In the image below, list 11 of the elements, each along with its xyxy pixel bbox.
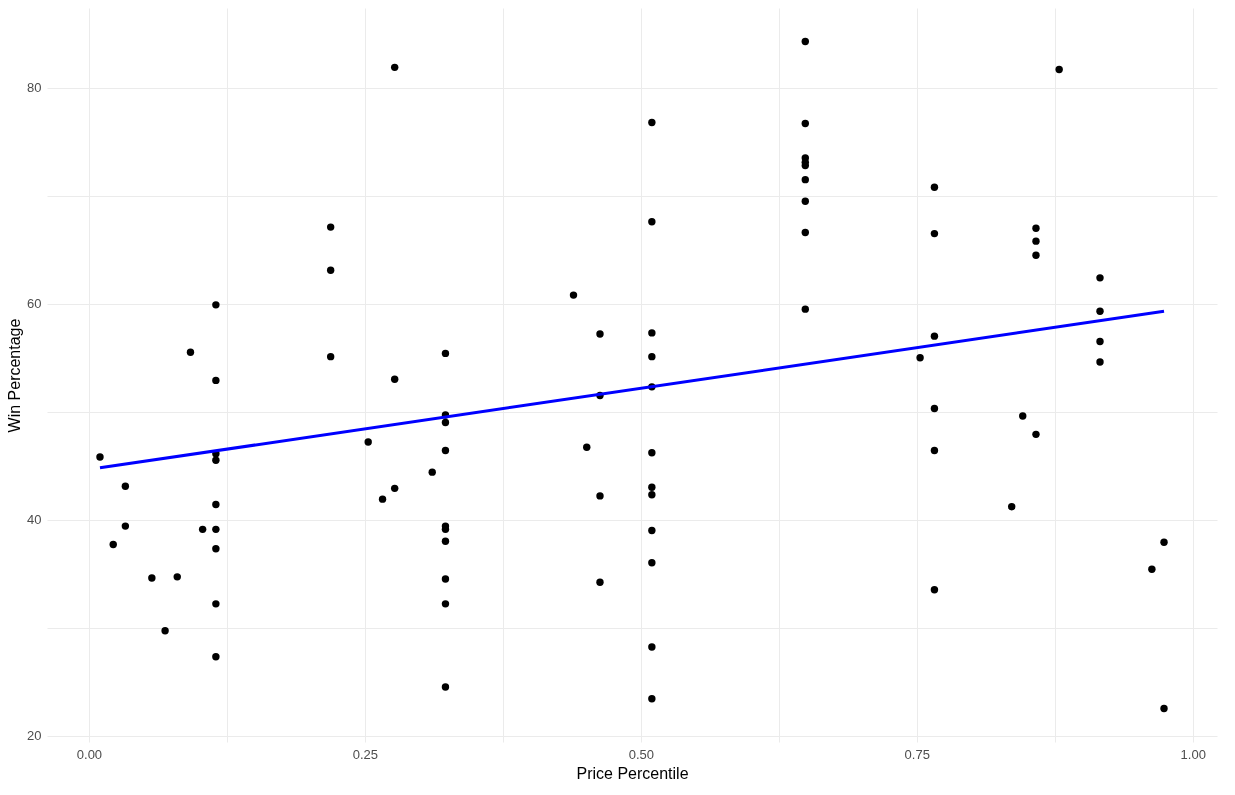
x-tick-label: 0.25 [352, 746, 379, 762]
x-tick-label: 0.75 [904, 746, 930, 762]
x-tick-label: 0.00 [76, 746, 103, 762]
y-tick-label: 80 [27, 80, 42, 96]
y-axis-title: Win Percentage [6, 318, 24, 433]
x-tick-label: 0.50 [628, 746, 654, 762]
x-axis-title: Price Percentile [576, 764, 689, 782]
y-tick-label: 20 [27, 728, 42, 744]
y-tick-label: 60 [27, 296, 42, 312]
x-tick-label: 1.00 [1180, 746, 1206, 762]
y-tick-label: 40 [27, 512, 42, 528]
